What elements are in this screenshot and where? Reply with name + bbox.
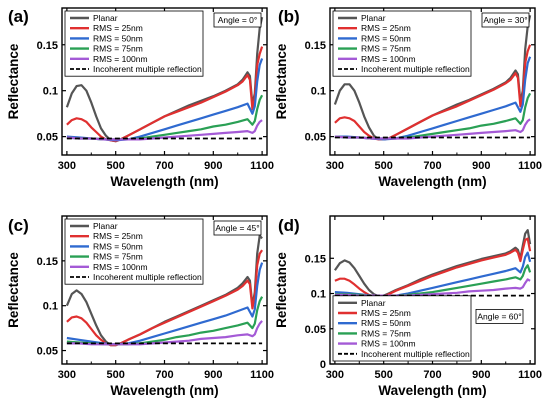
legend-entry: RMS = 75nm: [361, 44, 411, 54]
y-axis-label: Reflectance: [274, 252, 289, 328]
panel-letter: (a): [8, 7, 29, 26]
angle-label: Angle = 45°: [215, 223, 259, 233]
x-axis-label: Wavelength (nm): [378, 383, 486, 398]
panel-a: (a) 300 500 700 900 1100 0.05 0.1 0.15 Wavelength…: [6, 7, 274, 189]
panel-letter: (b): [278, 7, 300, 26]
legend-entry: Planar: [93, 221, 118, 231]
y-tick-label: 0: [320, 359, 326, 371]
series-line-3: [67, 297, 262, 345]
y-tick-label: 0.1: [43, 301, 58, 313]
legend-entry: Planar: [93, 13, 118, 23]
y-tick-label: 0.1: [311, 289, 326, 301]
legend-entry: RMS = 25nm: [361, 308, 411, 318]
x-tick-label: 700: [423, 369, 441, 381]
x-tick-label: 1100: [250, 160, 274, 172]
angle-label: Angle = 30°: [483, 15, 527, 25]
legend-entry: RMS = 75nm: [93, 44, 143, 54]
x-tick-label: 900: [204, 160, 222, 172]
x-tick-label: 900: [472, 369, 490, 381]
y-tick-label: 0.15: [37, 40, 58, 52]
legend-entry: RMS = 50nm: [361, 318, 411, 328]
x-tick-label: 900: [472, 160, 490, 172]
angle-label: Angle = 0°: [218, 15, 258, 25]
legend-entry: RMS = 25nm: [361, 23, 411, 33]
x-tick-label: 500: [107, 160, 125, 172]
x-tick-label: 1100: [518, 369, 542, 381]
x-axis-label: Wavelength (nm): [378, 174, 486, 189]
legend-entry: Incoherent multiple reflection: [93, 272, 202, 282]
panel-c: (c) 300 500 700 900 1100 0.05 0.1 0.15 Wavelength…: [6, 216, 274, 398]
legend-entry: Planar: [361, 13, 386, 23]
y-axis-label: Reflectance: [274, 43, 289, 119]
panel-letter: (c): [8, 216, 29, 235]
y-tick-label: 0.05: [37, 346, 58, 358]
legend-entry: RMS = 75nm: [93, 252, 143, 262]
angle-box: Angle = 0°: [214, 13, 261, 27]
y-tick-label: 0.1: [311, 86, 326, 98]
legend-entry: Planar: [361, 298, 386, 308]
legend-entry: RMS = 25nm: [93, 231, 143, 241]
y-tick-label: 0.15: [305, 40, 326, 52]
x-tick-label: 500: [375, 369, 393, 381]
y-axis-label: Reflectance: [6, 252, 21, 328]
angle-box: Angle = 60°: [476, 309, 523, 323]
angle-box: Angle = 45°: [214, 221, 261, 235]
x-tick-label: 700: [423, 160, 441, 172]
y-tick-label: 0.1: [43, 86, 58, 98]
legend-entry: RMS = 100nm: [361, 54, 416, 64]
legend-entry: Incoherent multiple reflection: [93, 64, 202, 74]
legend-entry: RMS = 50nm: [361, 33, 411, 43]
x-tick-label: 300: [58, 369, 76, 381]
legend-entry: RMS = 50nm: [93, 33, 143, 43]
y-tick-label: 0.05: [305, 324, 326, 336]
legend-entry: RMS = 50nm: [93, 241, 143, 251]
y-tick-label: 0.05: [305, 132, 326, 144]
y-axis-label: Reflectance: [6, 43, 21, 119]
angle-label: Angle = 60°: [477, 311, 521, 321]
legend-entry: RMS = 100nm: [93, 262, 148, 272]
legend-entry: RMS = 100nm: [93, 54, 148, 64]
y-tick-label: 0.15: [305, 253, 326, 265]
panel-b: (b) 300 500 700 900 1100 0.05 0.1 0.15 Wavelength…: [274, 7, 542, 189]
x-tick-label: 1100: [518, 160, 542, 172]
x-tick-label: 300: [58, 160, 76, 172]
x-tick-label: 1100: [250, 369, 274, 381]
x-axis-label: Wavelength (nm): [110, 383, 218, 398]
series-line-0: [335, 230, 530, 296]
legend-entry: Incoherent multiple reflection: [361, 349, 470, 359]
legend-entry: Incoherent multiple reflection: [361, 64, 470, 74]
legend-entry: RMS = 25nm: [93, 23, 143, 33]
legend-entry: RMS = 100nm: [361, 339, 416, 349]
x-tick-label: 500: [375, 160, 393, 172]
x-tick-label: 300: [326, 160, 344, 172]
panel-d: (d) 300 500 700 900 1100 0 0.05 0.1 0.15 Wavelengt…: [274, 216, 542, 398]
panel-letter: (d): [278, 216, 300, 235]
x-tick-label: 300: [326, 369, 344, 381]
y-tick-label: 0.05: [37, 132, 58, 144]
x-tick-label: 500: [107, 369, 125, 381]
y-tick-label: 0.15: [37, 256, 58, 268]
angle-box: Angle = 30°: [482, 13, 529, 27]
legend-entry: RMS = 75nm: [361, 328, 411, 338]
x-tick-label: 700: [155, 369, 173, 381]
x-tick-label: 700: [155, 160, 173, 172]
x-axis-label: Wavelength (nm): [110, 174, 218, 189]
x-tick-label: 900: [204, 369, 222, 381]
